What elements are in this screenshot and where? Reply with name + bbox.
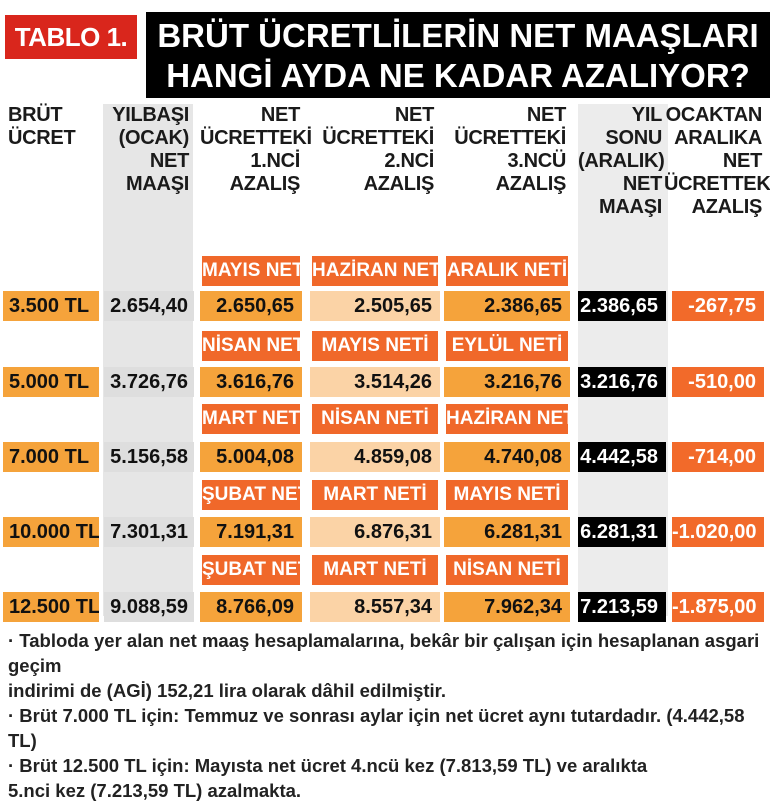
row-3-decrease-3: 4.740,08 — [444, 442, 570, 472]
header-line: ÜCRETTEKİ — [200, 127, 312, 149]
row-3-label-2: NİSAN NETİ — [312, 404, 438, 434]
header-line: ÜCRETTEKİ — [322, 127, 434, 149]
header-line: NET — [526, 104, 566, 126]
row-1-label-3: ARALIK NETİ — [446, 256, 568, 286]
header-line: ÜCRETTEKİ — [664, 173, 770, 195]
header-line: MAAŞI — [126, 173, 189, 195]
header-line: (ARALIK) — [578, 150, 665, 172]
row-4-decrease-2: 6.876,31 — [310, 517, 440, 547]
row-5-decrease-3: 7.962,34 — [444, 592, 570, 622]
header-line: SONU — [605, 127, 662, 149]
title-line-2: HANGİ AYDA NE KADAR AZALIYOR? (TL) — [166, 57, 750, 134]
row-2-total: -510,00 — [672, 367, 764, 397]
footnote-line: 5.nci kez (7.213,59 TL) azalmakta. — [8, 780, 302, 801]
row-3-gross: 7.000 TL — [3, 442, 99, 472]
header-line: YILBAŞI — [112, 104, 189, 126]
header-decrease-3: NET ÜCRETTEKİ 3.NCÜ AZALIŞ — [440, 104, 566, 196]
row-5-total: -1.875,00 — [672, 592, 764, 622]
row-1-total: -267,75 — [672, 291, 764, 321]
row-1-dec: 2.386,65 — [578, 291, 666, 321]
row-2-decrease-3: 3.216,76 — [444, 367, 570, 397]
row-4-label-1: ŞUBAT NETİ — [202, 480, 300, 510]
header-jan: YILBAŞI (OCAK) NET MAAŞI — [100, 104, 189, 196]
row-3-decrease-2: 4.859,08 — [310, 442, 440, 472]
row-4-label-2: MART NETİ — [312, 480, 438, 510]
row-5-dec: 7.213,59 — [578, 592, 666, 622]
header-line: ÜCRETTEKİ — [454, 127, 566, 149]
row-1-label-2: HAZİRAN NETİ — [312, 256, 438, 286]
footnote-line: · Brüt 12.500 TL için: Mayısta net ücret… — [8, 755, 648, 776]
row-5-decrease-1: 8.766,09 — [200, 592, 302, 622]
row-4-jan: 7.301,31 — [104, 517, 194, 547]
row-2-jan: 3.726,76 — [104, 367, 194, 397]
footnotes: · Tabloda yer alan net maaş hesaplamalar… — [8, 628, 764, 803]
header-line: NET — [260, 104, 300, 126]
header-decrease-1: NET ÜCRETTEKİ 1.NCİ AZALIŞ — [200, 104, 312, 196]
header-line: OCAKTAN — [665, 104, 763, 126]
row-1-decrease-3: 2.386,65 — [444, 291, 570, 321]
header-total: OCAKTAN ARALIKA NET ÜCRETTEKİ AZALIŞ — [664, 104, 770, 219]
row-3-decrease-1: 5.004,08 — [200, 442, 302, 472]
header-line: YIL — [631, 104, 663, 126]
header-line: AZALIŞ — [691, 196, 763, 218]
row-4-decrease-1: 7.191,31 — [200, 517, 302, 547]
row-2-label-2: MAYIS NETİ — [312, 331, 438, 361]
row-4-label-3: MAYIS NETİ — [446, 480, 568, 510]
row-4-decrease-3: 6.281,31 — [444, 517, 570, 547]
row-1-label-1: MAYIS NETİ — [202, 256, 300, 286]
footnote-line: · Brüt 7.000 TL için: Temmuz ve sonrası … — [8, 705, 745, 751]
row-2-dec: 3.216,76 — [578, 367, 666, 397]
row-5-gross: 12.500 TL — [3, 592, 99, 622]
header-dec: YIL SONU (ARALIK) NET MAAŞI — [578, 104, 665, 219]
row-3-label-3: HAZİRAN NETİ — [446, 404, 568, 434]
header-line: 2.NCİ — [384, 150, 434, 172]
header-line: BRÜT — [8, 104, 63, 126]
row-5-label-2: MART NETİ — [312, 555, 438, 585]
header-line: AZALIŞ — [495, 173, 567, 195]
row-2-decrease-2: 3.514,26 — [310, 367, 440, 397]
row-2-label-3: EYLÜL NETİ — [446, 331, 568, 361]
header-line: AZALIŞ — [363, 173, 435, 195]
header-decrease-2: NET ÜCRETTEKİ 2.NCİ AZALIŞ — [310, 104, 434, 196]
header-line: NET — [622, 173, 662, 195]
header-line: NET — [722, 150, 762, 172]
row-2-gross: 5.000 TL — [3, 367, 99, 397]
footnote-line: indirimi de (AGİ) 152,21 lira olarak dâh… — [8, 680, 446, 701]
row-1-gross: 3.500 TL — [3, 291, 99, 321]
table-tag: TABLO 1. — [5, 15, 137, 59]
page-title: BRÜT ÜCRETLİLERİN NET MAAŞLARI HANGİ AYD… — [146, 12, 770, 134]
row-4-dec: 6.281,31 — [578, 517, 666, 547]
row-3-label-1: MART NETİ — [202, 404, 300, 434]
row-1-decrease-1: 2.650,65 — [200, 291, 302, 321]
header-line: MAAŞI — [599, 196, 662, 218]
header-gross: BRÜT ÜCRET — [8, 104, 98, 150]
row-3-total: -714,00 — [672, 442, 764, 472]
row-2-label-1: NİSAN NETİ — [202, 331, 300, 361]
row-4-total: -1.020,00 — [672, 517, 764, 547]
header-line: ARALIKA — [674, 127, 762, 149]
row-1-jan: 2.654,40 — [104, 291, 194, 321]
row-1-decrease-2: 2.505,65 — [310, 291, 440, 321]
row-5-decrease-2: 8.557,34 — [310, 592, 440, 622]
header-line: ÜCRET — [8, 127, 76, 149]
row-3-dec: 4.442,58 — [578, 442, 666, 472]
row-5-label-1: ŞUBAT NETİ — [202, 555, 300, 585]
header-line: AZALIŞ — [229, 173, 301, 195]
row-2-decrease-1: 3.616,76 — [200, 367, 302, 397]
header-line: (OCAK) — [118, 127, 190, 149]
header-line: NET — [394, 104, 434, 126]
footnote-line: · Tabloda yer alan net maaş hesaplamalar… — [8, 630, 760, 676]
row-3-jan: 5.156,58 — [104, 442, 194, 472]
row-5-label-3: NİSAN NETİ — [446, 555, 568, 585]
row-5-jan: 9.088,59 — [104, 592, 194, 622]
header-line: NET — [149, 150, 189, 172]
title-line-1: BRÜT ÜCRETLİLERİN NET MAAŞLARI — [157, 17, 759, 54]
row-4-gross: 10.000 TL — [3, 517, 99, 547]
header-line: 1.NCİ — [250, 150, 300, 172]
header-line: 3.NCÜ — [507, 150, 566, 172]
